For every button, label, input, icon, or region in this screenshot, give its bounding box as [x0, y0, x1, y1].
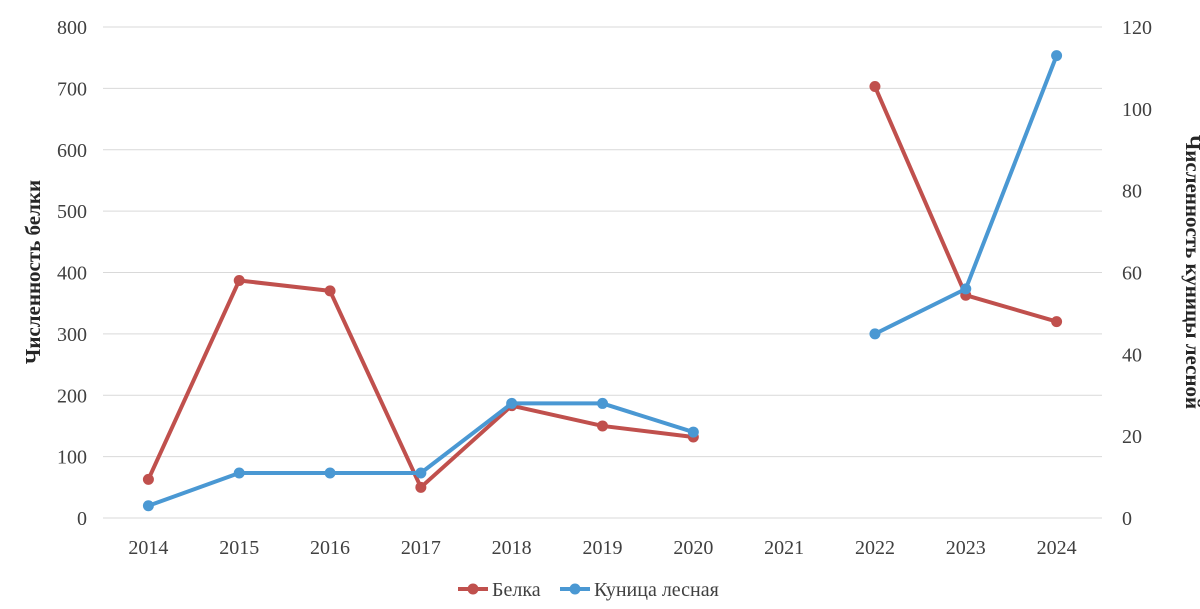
y-right-tick-labels: 0 20 40 60 80 100 120: [1122, 17, 1152, 530]
gridlines: [103, 26, 1102, 519]
x-tick-label: 2021: [764, 537, 804, 559]
x-tick-label: 2024: [1037, 537, 1077, 559]
data-point: [415, 467, 427, 479]
data-point: [869, 328, 881, 340]
data-point: [597, 420, 608, 432]
y-right-tick-label: 0: [1122, 508, 1132, 530]
x-tick-label: 2020: [673, 537, 713, 559]
x-tick-label: 2014: [128, 537, 168, 559]
data-point: [142, 473, 154, 485]
data-point: [1051, 50, 1063, 62]
data-point: [869, 81, 881, 93]
y-right-tick-label: 120: [1122, 17, 1152, 39]
data-point: [233, 274, 245, 286]
y-left-tick-label: 400: [57, 263, 87, 285]
y-left-tick-label: 700: [57, 78, 87, 100]
y-right-tick-label: 80: [1122, 181, 1142, 203]
x-tick-label: 2019: [583, 537, 623, 559]
data-point: [415, 481, 427, 493]
y-right-tick-label: 60: [1122, 263, 1142, 285]
data-point: [1051, 316, 1063, 328]
data-point: [960, 283, 972, 295]
legend-label: Белка: [492, 579, 541, 601]
x-tick-labels: 2014 2015 2016 2017 2018 2019 2020 2021 2022 2023…: [128, 537, 1076, 559]
y-left-tick-label: 500: [57, 201, 87, 223]
y-right-tick-label: 40: [1122, 344, 1142, 366]
x-tick-label: 2015: [219, 537, 259, 559]
x-tick-label: 2023: [946, 537, 986, 559]
x-tick-label: 2022: [855, 537, 895, 559]
legend-swatch-marker: [569, 583, 581, 595]
data-point: [233, 467, 245, 479]
y-left-tick-label: 300: [57, 324, 87, 346]
series-1: [142, 81, 1063, 493]
y-right-tick-label: 100: [1122, 99, 1152, 121]
x-tick-label: 2017: [401, 537, 441, 559]
y-left-tick-label: 200: [57, 385, 87, 407]
data-point: [597, 397, 608, 409]
legend: Белка Куница лесная: [458, 579, 719, 601]
data-point: [324, 285, 336, 297]
y-right-axis-title: Численность куницы лесной: [1181, 135, 1200, 409]
y-left-tick-labels: 0 100 200 300 400 500 600 700 800: [57, 17, 87, 530]
y-left-axis-title: Численность белки: [21, 180, 45, 364]
y-left-tick-label: 0: [77, 508, 87, 530]
series-2: [142, 50, 1063, 512]
y-left-tick-label: 800: [57, 17, 87, 39]
data-point: [324, 467, 336, 479]
data-point: [506, 397, 518, 409]
x-tick-label: 2016: [310, 537, 350, 559]
y-left-tick-label: 600: [57, 140, 87, 162]
series-layer: [142, 50, 1063, 512]
legend-item: Белка: [458, 579, 541, 601]
y-left-tick-label: 100: [57, 447, 87, 469]
legend-item: Куница лесная: [560, 579, 719, 601]
x-tick-label: 2018: [492, 537, 532, 559]
data-point: [142, 500, 154, 512]
legend-swatch-marker: [467, 583, 479, 595]
legend-label: Куница лесная: [594, 579, 719, 601]
data-point: [687, 426, 699, 438]
y-right-tick-label: 20: [1122, 426, 1142, 448]
